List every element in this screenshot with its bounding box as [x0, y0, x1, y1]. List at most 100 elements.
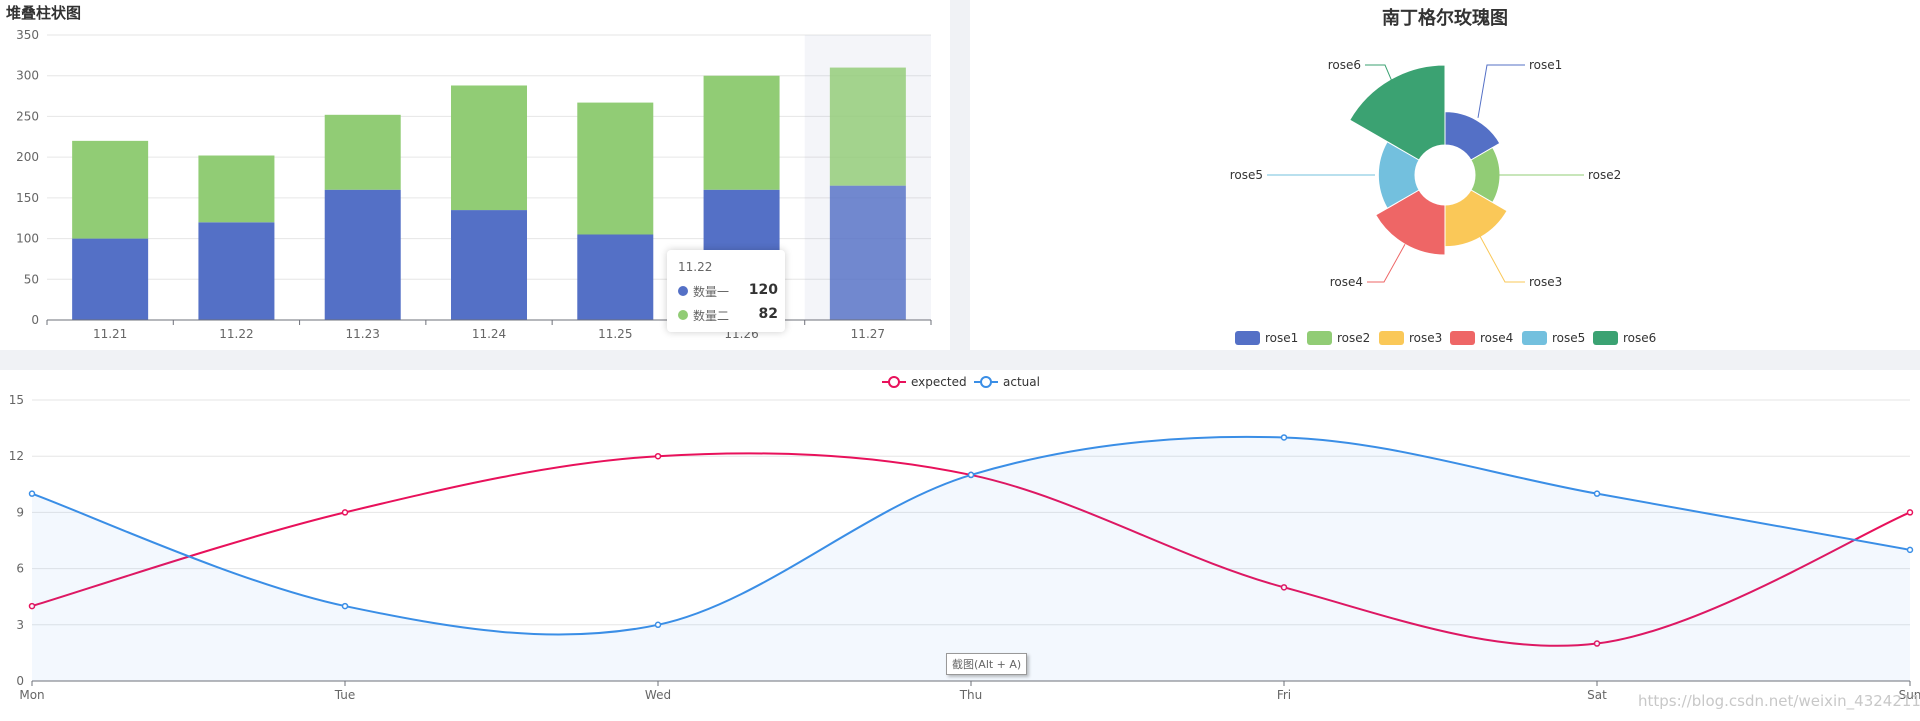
- legend-swatch: [1593, 331, 1618, 345]
- x-tick-label: Mon: [19, 688, 44, 702]
- bar-segment: [72, 140, 149, 239]
- legend-swatch: [1235, 331, 1260, 345]
- tooltip-series-value: 120: [748, 282, 778, 298]
- data-point: [28, 602, 36, 610]
- bar-chart-title: 堆叠柱状图: [6, 4, 82, 22]
- data-point: [341, 509, 349, 516]
- rose-slice-label: rose4: [1330, 275, 1363, 289]
- tooltip-title: 11.22: [678, 260, 713, 274]
- bar-segment: [72, 238, 149, 320]
- legend-label: rose1: [1265, 331, 1298, 345]
- legend-label: actual: [1003, 375, 1040, 389]
- tooltip-series-name: 数量二: [693, 309, 730, 323]
- data-point: [654, 452, 662, 460]
- y-tick-label: 9: [16, 505, 24, 519]
- bar-segment: [324, 114, 401, 190]
- nightingale-rose-chart[interactable]: rose1 rose2 rose3 rose4 rose5 rose6 rose1 rose2…: [970, 0, 1920, 350]
- y-tick-label: 3: [16, 618, 24, 632]
- legend-swatch: [1379, 331, 1404, 345]
- data-point: [1593, 490, 1601, 497]
- stacked-bar-chart[interactable]: 0 50 100 150 200 250 300 350 11.21 11.22 11.23 11.2…: [0, 0, 950, 350]
- y-tick-label: 6: [16, 562, 24, 576]
- rose-slice: [1444, 189, 1508, 248]
- y-tick-label: 100: [16, 232, 39, 246]
- watermark-url: https://blog.csdn.net/weixin_43242112: [1638, 692, 1920, 710]
- legend-label: expected: [911, 375, 967, 389]
- bar-tooltip: 11.22 数量一 120 数量二 82: [667, 250, 785, 332]
- x-tick-label: Fri: [1277, 688, 1291, 702]
- legend-swatch: [1450, 331, 1475, 345]
- tooltip-series-name: 数量一: [693, 285, 730, 299]
- y-tick-label: 0: [16, 674, 24, 688]
- legend-label: rose5: [1552, 331, 1585, 345]
- screenshot-tooltip: 截图(Alt + A): [946, 653, 1028, 675]
- x-tick-label: Sun: [1899, 688, 1920, 702]
- bar-segment: [577, 102, 654, 235]
- data-point: [1906, 509, 1914, 516]
- rose-slice: [1349, 64, 1446, 161]
- rose-label-line: [1477, 64, 1525, 118]
- rose-slice: [1444, 111, 1501, 161]
- x-tick-label: Sat: [1587, 688, 1607, 702]
- tooltip-series-dot: [678, 286, 688, 296]
- y-tick-label: 15: [9, 393, 24, 407]
- smooth-line-chart[interactable]: 0 3 6 9 12 15 Mon Tue Wed Thu Fri Sat Sun expected act…: [0, 370, 1920, 721]
- bar-segment: [577, 234, 654, 320]
- rose-label-line: [1365, 64, 1396, 89]
- rose-chart-title: 南丁格尔玫瑰图: [1382, 8, 1508, 29]
- y-tick-label: 200: [16, 150, 39, 164]
- bar-segment: [198, 155, 275, 223]
- bar-segment: [829, 185, 906, 320]
- y-tick-label: 250: [16, 109, 39, 123]
- y-tick-label: 300: [16, 69, 39, 83]
- series-area: [32, 436, 1910, 681]
- tooltip-series-dot: [678, 310, 688, 320]
- rose-slice-label: rose3: [1529, 275, 1562, 289]
- data-point: [1280, 434, 1288, 441]
- rose-slice: [1375, 189, 1446, 256]
- bar-segment: [703, 75, 780, 190]
- tooltip-row: 数量二 82: [678, 306, 778, 324]
- data-point: [654, 621, 662, 629]
- data-point: [1906, 546, 1914, 554]
- rose-slice-label: rose6: [1328, 58, 1361, 72]
- bar-segment: [324, 189, 401, 320]
- y-tick-label: 12: [9, 449, 24, 463]
- rose-slice-label: rose5: [1230, 168, 1263, 182]
- y-tick-label: 0: [31, 313, 39, 327]
- y-tick-label: 150: [16, 191, 39, 205]
- legend-label: rose2: [1337, 331, 1370, 345]
- data-point: [967, 471, 975, 479]
- x-tick-label: 11.27: [851, 327, 885, 341]
- data-point: [1593, 640, 1601, 647]
- legend-swatch: [1522, 331, 1547, 345]
- bar-segment: [451, 85, 527, 211]
- rose-slice-label: rose1: [1529, 58, 1562, 72]
- rose-panel: 南丁格尔玫瑰图 rose1 rose2 rose3 rose4 rose5 rose6 ro…: [970, 0, 1920, 350]
- tooltip-row: 数量一 120: [678, 282, 778, 300]
- x-tick-label: 11.21: [93, 327, 127, 341]
- x-tick-label: 11.22: [219, 327, 253, 341]
- y-tick-label: 50: [24, 272, 39, 286]
- x-tick-label: Tue: [334, 688, 356, 702]
- x-tick-label: 11.25: [598, 327, 632, 341]
- legend-label: rose3: [1409, 331, 1442, 345]
- data-point: [1280, 584, 1288, 591]
- rose-slice-label: rose2: [1588, 168, 1621, 182]
- legend-marker: [888, 376, 900, 388]
- legend-marker: [980, 376, 992, 388]
- data-point: [341, 602, 349, 610]
- legend-label: rose6: [1623, 331, 1656, 345]
- y-tick-label: 350: [16, 28, 39, 42]
- bar-segment: [829, 67, 906, 186]
- x-tick-label: 11.23: [346, 327, 380, 341]
- bar-segment: [198, 222, 275, 320]
- bar-segment: [451, 210, 527, 320]
- x-tick-label: Thu: [959, 688, 983, 702]
- legend-swatch: [1307, 331, 1332, 345]
- data-point: [28, 490, 36, 497]
- x-tick-label: 11.24: [472, 327, 506, 341]
- legend-label: rose4: [1480, 331, 1513, 345]
- stacked-bar-panel: 堆叠柱状图 0 50 100 150 200 250 300 350 11.21 11.22 11.…: [0, 0, 950, 350]
- x-tick-label: Wed: [645, 688, 671, 702]
